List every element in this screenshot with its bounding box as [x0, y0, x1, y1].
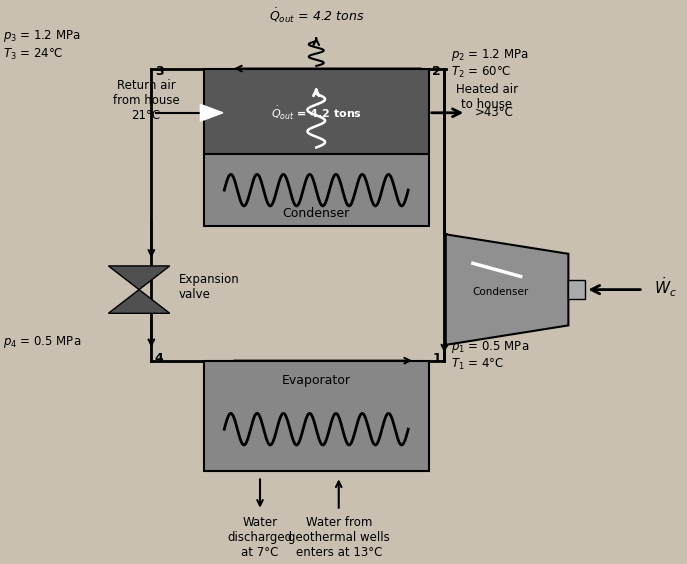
Bar: [204, 69, 429, 154]
Text: Evaporator: Evaporator: [282, 374, 351, 387]
Bar: [568, 280, 585, 299]
Text: $\dot{W}_c$: $\dot{W}_c$: [653, 275, 677, 299]
Bar: [204, 154, 429, 227]
Text: 2: 2: [432, 65, 441, 78]
Text: $\dot{Q}_{out}$ = 4.2 tons: $\dot{Q}_{out}$ = 4.2 tons: [269, 7, 364, 25]
Polygon shape: [109, 266, 170, 289]
Text: $p_3$ = 1.2 MPa
$T_3$ = 24°C: $p_3$ = 1.2 MPa $T_3$ = 24°C: [3, 28, 80, 61]
Text: Expansion
valve: Expansion valve: [179, 273, 239, 301]
Text: 3: 3: [155, 65, 164, 78]
Text: $p_2$ = 1.2 MPa
$T_2$ = 60°C: $p_2$ = 1.2 MPa $T_2$ = 60°C: [451, 47, 529, 80]
Polygon shape: [446, 235, 568, 345]
Text: Condenser: Condenser: [282, 207, 350, 220]
Text: $p_4$ = 0.5 MPa: $p_4$ = 0.5 MPa: [3, 334, 81, 350]
Text: $\dot{Q}_{out}$ = 4.2 tons: $\dot{Q}_{out}$ = 4.2 tons: [271, 105, 362, 122]
Text: Return air
from house
21°C: Return air from house 21°C: [113, 78, 179, 122]
Text: Condenser: Condenser: [472, 287, 528, 297]
Text: >43°C: >43°C: [475, 106, 514, 119]
Bar: [204, 360, 429, 471]
Text: $p_1$ = 0.5 MPa
$T_1$ = 4°C: $p_1$ = 0.5 MPa $T_1$ = 4°C: [451, 339, 530, 372]
Polygon shape: [109, 289, 170, 313]
Text: Heated air
to house: Heated air to house: [455, 83, 518, 111]
Text: 4: 4: [155, 351, 164, 364]
Text: Water from
geothermal wells
enters at 13°C: Water from geothermal wells enters at 13…: [288, 516, 390, 559]
Polygon shape: [201, 104, 223, 121]
Text: 1: 1: [432, 351, 441, 364]
Text: Water
discharged
at 7°C: Water discharged at 7°C: [227, 516, 293, 559]
